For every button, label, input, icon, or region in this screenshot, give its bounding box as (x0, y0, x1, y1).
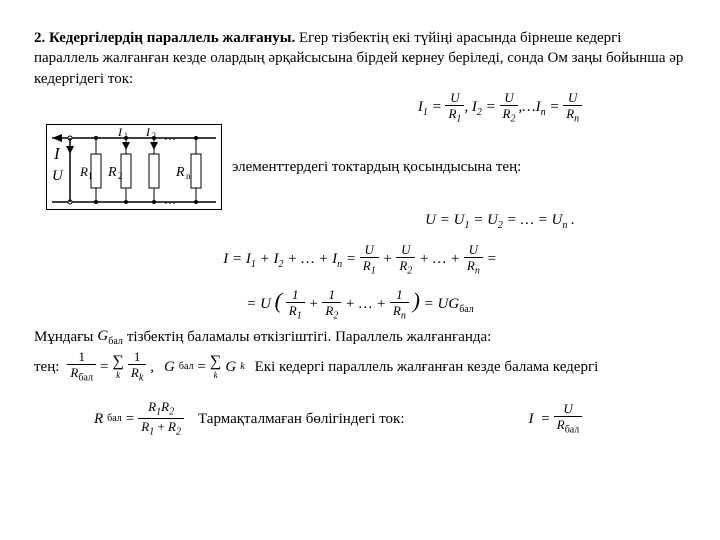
paragraph-3: Мұндағы Gбал тізбектің баламалы өткізгіш… (34, 326, 686, 349)
svg-text:n: n (186, 171, 191, 181)
svg-text:1: 1 (124, 131, 128, 140)
circuit-and-text-row: I U R 1 R 2 I 1 (34, 124, 686, 210)
svg-text:2: 2 (152, 131, 156, 140)
p3a: Мұндағы (34, 327, 93, 347)
svg-text:…: … (164, 129, 176, 143)
line-rbal: Rбал = R1R2R1 + R2 Тармақталмаған бөлігі… (94, 400, 686, 438)
p3b: тізбектің баламалы өткізгіштігі. Паралле… (127, 327, 492, 347)
formula-ohm-row: I1 = UR1, I2 = UR2,…In = URn (314, 91, 686, 125)
formula-voltages: U = U1 = U2 = … = Un . (314, 210, 686, 233)
formula-current-sum: I = I1 + I2 + … + In = UR1 + UR2 + … + U… (34, 243, 686, 277)
svg-text:2: 2 (118, 171, 123, 181)
g-symbol: Gбал (97, 326, 122, 349)
line-balance: тең: 1Rбал = ∑k 1Rk , Gбал = ∑k Gk Екі к… (34, 350, 686, 384)
svg-text:R: R (79, 164, 88, 179)
formula-conductance: = U ( 1R1 + 1R2 + … + 1Rn ) = UGбал (34, 286, 686, 321)
parallel-circuit-diagram: I U R 1 R 2 I 1 (46, 124, 222, 210)
svg-text:I: I (53, 144, 61, 163)
title: 2. Кедергілердің параллель жалғануы. (34, 30, 295, 46)
svg-text:1: 1 (88, 171, 93, 181)
svg-text:U: U (52, 168, 64, 184)
svg-text:…: … (164, 193, 176, 207)
p2-text: элементтердегі токтардың қосындысына тең… (232, 157, 521, 177)
paragraph-1: 2. Кедергілердің параллель жалғануы. Еге… (34, 28, 686, 89)
svg-text:R: R (107, 165, 117, 180)
p4b: Екі кедергі параллель жалғанған кезде ба… (255, 357, 599, 377)
svg-text:R: R (175, 165, 185, 180)
p5: Тармақталмаған бөлігіндегі ток: (198, 409, 405, 429)
p4a: тең: (34, 357, 59, 377)
svg-text:I: I (117, 125, 123, 139)
svg-text:I: I (145, 125, 151, 139)
